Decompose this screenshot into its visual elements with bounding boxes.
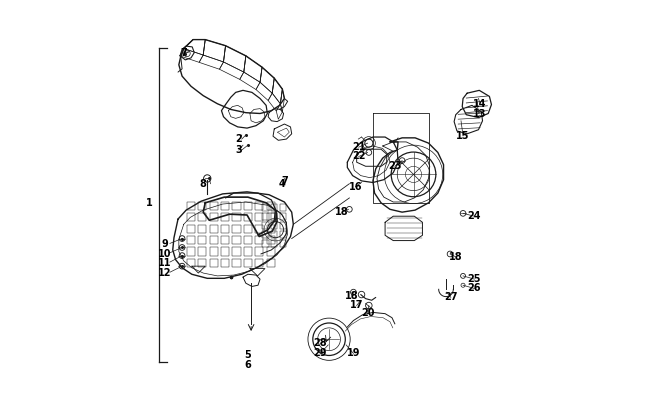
Text: 6: 6 bbox=[244, 360, 252, 369]
Bar bbox=[271, 223, 278, 229]
Text: 18: 18 bbox=[449, 251, 463, 261]
Text: 5: 5 bbox=[244, 350, 252, 359]
Bar bbox=[233, 202, 240, 211]
Text: 12: 12 bbox=[158, 268, 172, 277]
Text: 25: 25 bbox=[467, 273, 481, 283]
Bar bbox=[262, 214, 268, 220]
Bar bbox=[266, 202, 275, 211]
Bar bbox=[187, 248, 195, 256]
Bar bbox=[221, 202, 229, 211]
Text: 10: 10 bbox=[158, 248, 172, 258]
Text: 8: 8 bbox=[200, 178, 207, 188]
Bar bbox=[266, 214, 275, 222]
Bar bbox=[233, 237, 240, 245]
Text: 4: 4 bbox=[279, 178, 286, 188]
Bar bbox=[244, 202, 252, 211]
Bar bbox=[280, 214, 287, 220]
Bar bbox=[271, 214, 278, 220]
Text: 28: 28 bbox=[313, 337, 327, 347]
Bar bbox=[210, 202, 218, 211]
Bar bbox=[210, 259, 218, 267]
Bar bbox=[271, 232, 278, 238]
Bar bbox=[187, 259, 195, 267]
Bar bbox=[221, 259, 229, 267]
Text: 21: 21 bbox=[352, 142, 365, 151]
Bar bbox=[187, 225, 195, 233]
Bar bbox=[255, 237, 263, 245]
Text: 18: 18 bbox=[344, 290, 358, 300]
Text: 7: 7 bbox=[181, 48, 187, 58]
Bar bbox=[221, 248, 229, 256]
Bar bbox=[255, 259, 263, 267]
Bar bbox=[262, 241, 268, 247]
Bar bbox=[233, 214, 240, 222]
Bar bbox=[187, 202, 195, 211]
Text: 13: 13 bbox=[473, 109, 487, 118]
Bar bbox=[255, 214, 263, 222]
Bar bbox=[280, 205, 287, 211]
Text: 16: 16 bbox=[348, 181, 362, 191]
Text: 17: 17 bbox=[350, 300, 363, 309]
Bar bbox=[262, 232, 268, 238]
Bar bbox=[266, 259, 275, 267]
Text: 2: 2 bbox=[235, 134, 242, 143]
Bar bbox=[266, 237, 275, 245]
Bar bbox=[255, 202, 263, 211]
Bar bbox=[244, 214, 252, 222]
Text: 1: 1 bbox=[146, 198, 153, 207]
Bar bbox=[198, 214, 207, 222]
Text: 7: 7 bbox=[281, 176, 288, 186]
Bar bbox=[244, 237, 252, 245]
Text: 19: 19 bbox=[346, 347, 360, 357]
Bar bbox=[210, 248, 218, 256]
Bar bbox=[198, 248, 207, 256]
Bar bbox=[271, 241, 278, 247]
Text: 11: 11 bbox=[158, 258, 172, 267]
Bar bbox=[233, 225, 240, 233]
Text: 29: 29 bbox=[313, 347, 327, 357]
Bar bbox=[266, 248, 275, 256]
Bar bbox=[271, 205, 278, 211]
Text: 15: 15 bbox=[456, 131, 470, 141]
Bar bbox=[233, 259, 240, 267]
Bar bbox=[262, 205, 268, 211]
Bar bbox=[187, 214, 195, 222]
Bar bbox=[210, 214, 218, 222]
Bar bbox=[221, 237, 229, 245]
Bar bbox=[221, 225, 229, 233]
Bar bbox=[210, 237, 218, 245]
Bar bbox=[198, 202, 207, 211]
Bar bbox=[244, 259, 252, 267]
Text: 18: 18 bbox=[335, 207, 349, 216]
Text: 24: 24 bbox=[467, 211, 481, 220]
Bar bbox=[187, 237, 195, 245]
Text: 23: 23 bbox=[388, 161, 402, 171]
Bar bbox=[233, 248, 240, 256]
Text: 22: 22 bbox=[352, 151, 365, 161]
Bar bbox=[262, 223, 268, 229]
Text: 27: 27 bbox=[444, 292, 458, 301]
Bar bbox=[280, 223, 287, 229]
Bar bbox=[210, 225, 218, 233]
Text: 20: 20 bbox=[361, 308, 374, 318]
Bar bbox=[198, 259, 207, 267]
Bar bbox=[244, 225, 252, 233]
Text: 14: 14 bbox=[473, 98, 487, 108]
Text: 26: 26 bbox=[467, 283, 481, 292]
Bar bbox=[280, 232, 287, 238]
Text: 9: 9 bbox=[161, 239, 168, 249]
Bar bbox=[198, 225, 207, 233]
Bar bbox=[280, 241, 287, 247]
Bar bbox=[255, 248, 263, 256]
Bar bbox=[198, 237, 207, 245]
Bar bbox=[255, 225, 263, 233]
Bar bbox=[266, 225, 275, 233]
Bar bbox=[221, 214, 229, 222]
Text: 3: 3 bbox=[235, 145, 242, 155]
Bar bbox=[244, 248, 252, 256]
